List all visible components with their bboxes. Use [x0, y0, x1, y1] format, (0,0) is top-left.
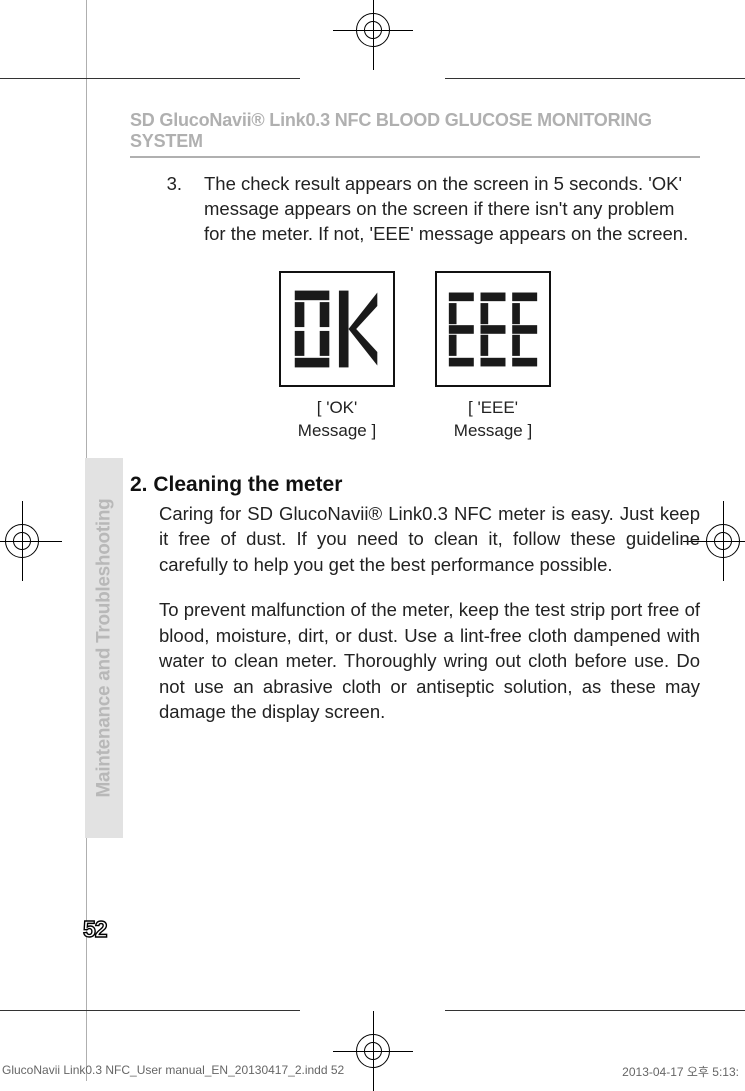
- trim-line-top: [0, 78, 300, 79]
- registration-mark-top: [356, 13, 390, 47]
- lcd-eee-caption-line1: [ 'EEE': [468, 398, 518, 417]
- lcd-ok-caption: [ 'OK' Message ]: [298, 397, 376, 443]
- registration-mark-left: [5, 524, 39, 558]
- list-item-text: The check result appears on the screen i…: [204, 172, 700, 247]
- trim-line-bottom-right: [445, 1010, 745, 1011]
- registration-mark-right: [706, 524, 740, 558]
- side-tab-label-wrap: Maintenance and Troubleshooting: [85, 458, 123, 838]
- lcd-row: [ 'OK' Message ]: [130, 271, 700, 443]
- body-area: 3. The check result appears on the scree…: [130, 172, 700, 443]
- lcd-eee-box: [435, 271, 551, 387]
- lcd-ok-glyph: [289, 281, 385, 377]
- footer-right: 2013-04-17 오후 5:13:: [622, 1063, 739, 1081]
- header-title: SD GlucoNavii® Link0.3 NFC BLOOD GLUCOSE…: [130, 110, 652, 151]
- lcd-ok-box: [279, 271, 395, 387]
- footer-bar: GlucoNavii Link0.3 NFC_User manual_EN_20…: [0, 1061, 745, 1081]
- lcd-eee-col: [ 'EEE' Message ]: [435, 271, 551, 443]
- trim-line-bottom: [0, 1010, 300, 1011]
- section-title: 2. Cleaning the meter: [130, 473, 700, 497]
- side-tab-label: Maintenance and Troubleshooting: [93, 499, 115, 798]
- ordered-list-item: 3. The check result appears on the scree…: [130, 172, 700, 247]
- page-number: 52: [83, 916, 107, 943]
- lcd-eee-glyph: [445, 281, 541, 377]
- section-paragraph-1: Caring for SD GlucoNavii® Link0.3 NFC me…: [159, 501, 700, 578]
- list-item-number: 3.: [156, 172, 182, 247]
- lcd-eee-caption-line2: Message ]: [454, 421, 532, 440]
- section-paragraph-2: To prevent malfunction of the meter, kee…: [159, 597, 700, 725]
- lcd-ok-caption-line2: Message ]: [298, 421, 376, 440]
- lcd-ok-col: [ 'OK' Message ]: [279, 271, 395, 443]
- section-body: Caring for SD GlucoNavii® Link0.3 NFC me…: [159, 501, 700, 725]
- page-content: SD GlucoNavii® Link0.3 NFC BLOOD GLUCOSE…: [85, 110, 700, 986]
- lcd-ok-caption-line1: [ 'OK': [317, 398, 358, 417]
- trim-line-top-right: [445, 78, 745, 79]
- lcd-eee-caption: [ 'EEE' Message ]: [454, 397, 532, 443]
- page-header: SD GlucoNavii® Link0.3 NFC BLOOD GLUCOSE…: [130, 110, 700, 158]
- footer-left: GlucoNavii Link0.3 NFC_User manual_EN_20…: [2, 1063, 344, 1081]
